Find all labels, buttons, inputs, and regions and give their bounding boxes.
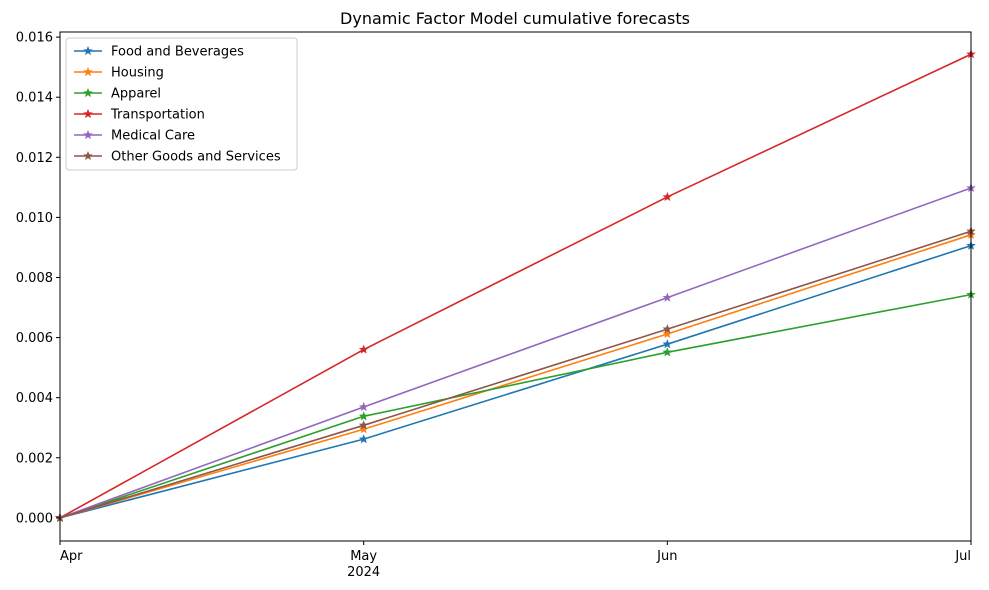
legend-entry: Food and Beverages bbox=[74, 45, 244, 60]
data-point bbox=[662, 347, 673, 357]
x-tick-label: Jul bbox=[954, 549, 971, 564]
x-tick-label: May bbox=[350, 549, 377, 564]
chart-title: Dynamic Factor Model cumulative forecast… bbox=[340, 9, 690, 28]
x-tick-sublabel: 2024 bbox=[347, 565, 380, 580]
series-line bbox=[59, 187, 972, 519]
plot-area bbox=[55, 49, 976, 522]
y-tick-label: 0.006 bbox=[16, 331, 53, 346]
data-point bbox=[358, 411, 369, 421]
data-point bbox=[662, 328, 673, 339]
data-point bbox=[662, 324, 673, 334]
data-point bbox=[358, 401, 369, 412]
legend-marker bbox=[83, 129, 93, 140]
series-line bbox=[59, 234, 972, 519]
legend-marker bbox=[83, 108, 93, 119]
legend-box bbox=[65, 37, 298, 171]
y-tick-label: 0.014 bbox=[16, 91, 53, 106]
legend-marker bbox=[83, 45, 93, 56]
x-tick-label: Jun bbox=[656, 549, 677, 564]
y-tick-label: 0.012 bbox=[16, 151, 53, 166]
data-point bbox=[662, 191, 673, 202]
y-tick-label: 0.008 bbox=[16, 271, 53, 286]
data-point bbox=[662, 339, 673, 349]
legend: Food and Beverages Housing Apparel Transpor… bbox=[65, 37, 298, 171]
data-point bbox=[358, 344, 369, 354]
data-point bbox=[358, 424, 369, 434]
series-line bbox=[59, 244, 972, 519]
legend-entry: Medical Care bbox=[74, 129, 195, 144]
legend-marker bbox=[83, 150, 93, 161]
legend-label: Other Goods and Services bbox=[111, 150, 281, 165]
y-tick-label: 0.010 bbox=[16, 211, 53, 226]
legend-marker bbox=[83, 87, 93, 98]
legend-label: Housing bbox=[111, 66, 164, 81]
y-tick-label: 0.004 bbox=[16, 391, 53, 406]
legend-entry: Housing bbox=[74, 66, 164, 81]
legend-label: Transportation bbox=[110, 108, 205, 123]
legend-marker bbox=[83, 66, 93, 77]
y-tick-label: 0.000 bbox=[16, 511, 53, 526]
legend-label: Food and Beverages bbox=[111, 45, 244, 60]
data-point bbox=[358, 420, 369, 430]
axes: 0.000 0.002 0.004 0.006 0.008 0.010 0.012 0.014… bbox=[16, 31, 972, 580]
series-line bbox=[59, 53, 972, 519]
legend-entry: Transportation bbox=[74, 108, 205, 123]
y-tick-label: 0.016 bbox=[16, 31, 53, 46]
legend-entry: Apparel bbox=[74, 87, 161, 102]
series-line bbox=[59, 293, 972, 519]
legend-entry: Other Goods and Services bbox=[74, 150, 281, 165]
legend-label: Medical Care bbox=[111, 129, 195, 144]
series-line bbox=[59, 230, 972, 519]
data-point bbox=[662, 292, 673, 302]
y-tick-label: 0.002 bbox=[16, 451, 53, 466]
x-tick-label: Apr bbox=[60, 549, 83, 564]
data-point bbox=[358, 434, 369, 444]
legend-label: Apparel bbox=[111, 87, 161, 102]
axes-frame bbox=[59, 31, 972, 542]
